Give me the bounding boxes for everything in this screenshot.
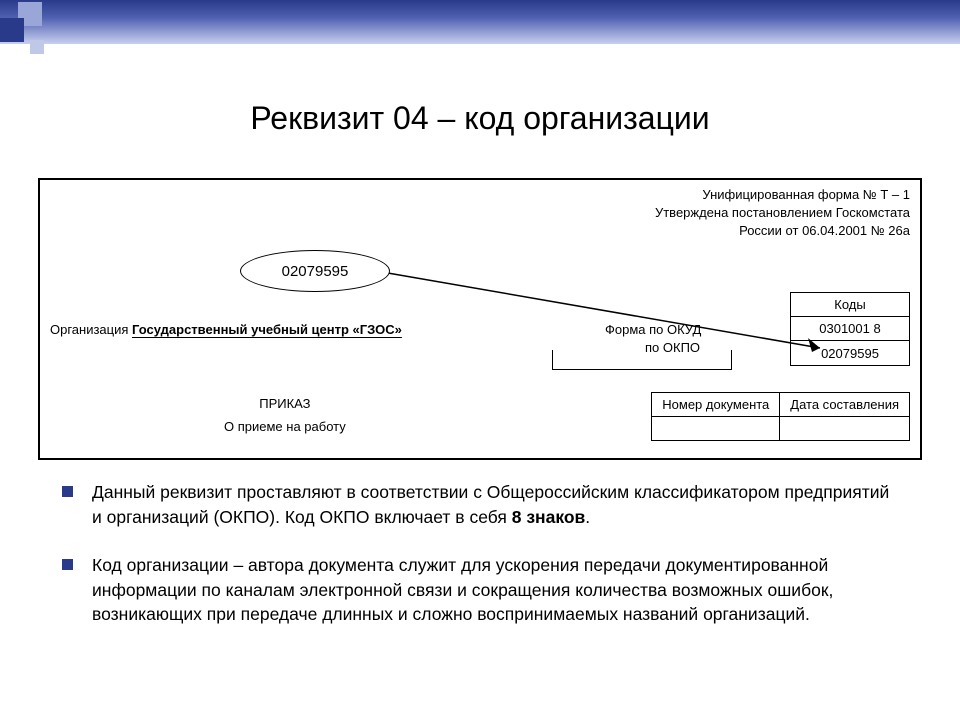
bullet-text: Код организации – автора документа служи… xyxy=(92,555,833,624)
bullet-item: Данный реквизит проставляют в соответств… xyxy=(92,480,892,529)
organization-line: Организация Государственный учебный цент… xyxy=(50,322,402,337)
doc-number-header: Номер документа xyxy=(652,393,780,417)
document-meta-table: Номер документа Дата составления xyxy=(651,392,910,441)
bullet-text: . xyxy=(585,507,590,527)
form-header-line: Унифицированная форма № Т – 1 xyxy=(655,186,910,204)
okpo-code-oval: 02079595 xyxy=(240,250,390,292)
bullet-item: Код организации – автора документа служи… xyxy=(92,553,892,627)
slide-corner-decoration xyxy=(0,0,56,56)
form-header-block: Унифицированная форма № Т – 1 Утверждена… xyxy=(655,186,910,241)
bullet-list: Данный реквизит проставляют в соответств… xyxy=(92,480,892,651)
slide-top-bar xyxy=(0,0,960,44)
order-block: ПРИКАЗ О приеме на работу xyxy=(224,392,346,439)
bullet-text: Данный реквизит проставляют в соответств… xyxy=(92,482,889,527)
organization-name: Государственный учебный центр «ГЗОС» xyxy=(132,322,402,337)
form-header-line: России от 06.04.2001 № 26а xyxy=(655,222,910,240)
doc-date-cell xyxy=(780,417,910,441)
bullet-bold: 8 знаков xyxy=(512,507,586,527)
order-title: ПРИКАЗ xyxy=(224,392,346,415)
form-header-line: Утверждена постановлением Госкомстата xyxy=(655,204,910,222)
slide-title: Реквизит 04 – код организации xyxy=(0,100,960,137)
order-subtitle: О приеме на работу xyxy=(224,415,346,438)
form-sample-frame: Унифицированная форма № Т – 1 Утверждена… xyxy=(38,178,922,460)
doc-number-cell xyxy=(652,417,780,441)
organization-label: Организация xyxy=(50,322,132,337)
callout-arrow xyxy=(380,260,840,360)
doc-date-header: Дата составления xyxy=(780,393,910,417)
